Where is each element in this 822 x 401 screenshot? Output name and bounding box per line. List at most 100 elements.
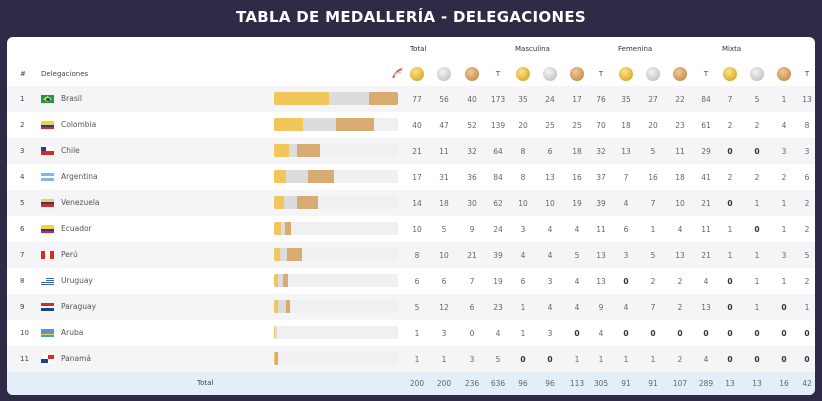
medal-count-cell: 25 xyxy=(545,121,555,130)
medal-count-cell: 2 xyxy=(677,355,683,364)
medal-count-cell: 1 xyxy=(754,251,760,260)
medal-count-cell: 3 xyxy=(441,329,447,338)
country-name: Colombia xyxy=(61,120,97,129)
bronze-segment xyxy=(286,248,302,261)
rank-cell: 10 xyxy=(20,329,29,337)
medal-count-cell: 70 xyxy=(596,121,606,130)
medal-count-cell: 20 xyxy=(518,121,528,130)
gold-medal-icon xyxy=(516,67,530,81)
medal-count-cell: 47 xyxy=(439,121,449,130)
medal-count-cell: 4 xyxy=(520,251,526,260)
medal-count-cell: 0 xyxy=(804,355,810,364)
medal-distribution-bar xyxy=(274,196,398,209)
medal-count-cell: 22 xyxy=(675,95,685,104)
total-count-cell: 305 xyxy=(593,379,609,388)
medal-count-cell: 32 xyxy=(596,147,606,156)
medal-count-cell: 6 xyxy=(804,173,810,182)
medal-count-cell: 10 xyxy=(518,199,528,208)
medal-count-cell: 27 xyxy=(648,95,658,104)
flag-icon xyxy=(41,147,54,155)
medal-count-cell: 2 xyxy=(677,303,683,312)
medal-count-cell: 64 xyxy=(493,147,503,156)
table-row: 5 Venezuela 14 18 30 62 10 10 19 39 4 7 10 21 0 1 1 2 xyxy=(7,190,815,216)
medal-distribution-bar xyxy=(274,326,398,339)
medal-count-cell: 5 xyxy=(650,251,656,260)
medal-count-cell: 5 xyxy=(414,303,420,312)
rank-cell: 8 xyxy=(20,277,25,285)
silver-segment xyxy=(277,300,287,313)
medal-count-cell: 1 xyxy=(598,355,604,364)
medal-count-cell: 0 xyxy=(727,303,733,312)
flag-icon xyxy=(41,303,54,311)
medal-count-cell: 6 xyxy=(469,303,475,312)
silver-medal-icon xyxy=(437,67,451,81)
gold-segment xyxy=(274,118,303,131)
total-count-cell: 42 xyxy=(802,379,812,388)
country-name: Chile xyxy=(61,146,80,155)
medal-count-cell: 84 xyxy=(701,95,711,104)
country-name: Perú xyxy=(61,250,78,259)
flag-icon xyxy=(41,121,54,129)
medal-count-cell: 10 xyxy=(439,251,449,260)
medal-distribution-bar xyxy=(274,144,398,157)
medal-count-cell: 0 xyxy=(650,329,656,338)
medal-count-cell: 39 xyxy=(493,251,503,260)
group-header-masculina: Masculina xyxy=(515,45,550,53)
medal-count-cell: 2 xyxy=(804,199,810,208)
medal-count-cell: 62 xyxy=(493,199,503,208)
medal-count-cell: 0 xyxy=(520,355,526,364)
medal-count-cell: 52 xyxy=(467,121,477,130)
medal-count-cell: 1 xyxy=(781,199,787,208)
medal-count-cell: 0 xyxy=(781,355,787,364)
medal-count-cell: 25 xyxy=(572,121,582,130)
medal-count-cell: 3 xyxy=(781,251,787,260)
medal-count-cell: 36 xyxy=(467,173,477,182)
medal-count-cell: 4 xyxy=(623,303,629,312)
total-count-cell: 13 xyxy=(725,379,735,388)
group-header-femenina: Femenina xyxy=(618,45,653,53)
gold-segment xyxy=(274,222,282,235)
medal-count-cell: 77 xyxy=(412,95,422,104)
country-name: Ecuador xyxy=(61,224,92,233)
total-column-header: T xyxy=(703,70,709,78)
medal-count-cell: 5 xyxy=(804,251,810,260)
medal-count-cell: 173 xyxy=(490,95,506,104)
total-count-cell: 200 xyxy=(436,379,452,388)
medal-count-cell: 16 xyxy=(648,173,658,182)
medal-count-cell: 13 xyxy=(802,95,812,104)
medal-count-cell: 1 xyxy=(414,329,420,338)
medal-count-cell: 9 xyxy=(598,303,604,312)
gold-segment xyxy=(274,352,275,365)
medal-count-cell: 0 xyxy=(623,277,629,286)
gold-segment xyxy=(274,144,290,157)
bronze-segment xyxy=(336,118,374,131)
rank-cell: 1 xyxy=(20,95,25,103)
medal-count-cell: 1 xyxy=(781,225,787,234)
medal-count-cell: 41 xyxy=(701,173,711,182)
medal-count-cell: 4 xyxy=(781,121,787,130)
delegaciones-header: Delegaciones xyxy=(41,70,89,78)
medal-distribution-bar xyxy=(274,170,398,183)
medal-count-cell: 24 xyxy=(493,225,503,234)
total-count-cell: 636 xyxy=(490,379,506,388)
table-row: 6 Ecuador 10 5 9 24 3 4 4 11 6 1 4 11 1 0 1 2 xyxy=(7,216,815,242)
country-name: Venezuela xyxy=(61,198,100,207)
bronze-segment xyxy=(286,300,291,313)
medal-count-cell: 2 xyxy=(754,173,760,182)
medal-count-cell: 1 xyxy=(623,355,629,364)
gold-segment xyxy=(274,196,285,209)
medal-count-cell: 6 xyxy=(623,225,629,234)
medal-count-cell: 6 xyxy=(547,147,553,156)
medal-count-cell: 29 xyxy=(701,147,711,156)
medal-count-cell: 5 xyxy=(441,225,447,234)
gold-segment xyxy=(274,92,330,105)
medal-count-cell: 139 xyxy=(490,121,506,130)
medal-count-cell: 11 xyxy=(596,225,606,234)
medal-count-cell: 0 xyxy=(754,355,760,364)
medal-count-cell: 1 xyxy=(804,303,810,312)
total-count-cell: 91 xyxy=(621,379,631,388)
rank-cell: 5 xyxy=(20,199,25,207)
flag-icon xyxy=(41,329,54,337)
total-count-cell: 91 xyxy=(648,379,658,388)
medal-count-cell: 0 xyxy=(727,329,733,338)
